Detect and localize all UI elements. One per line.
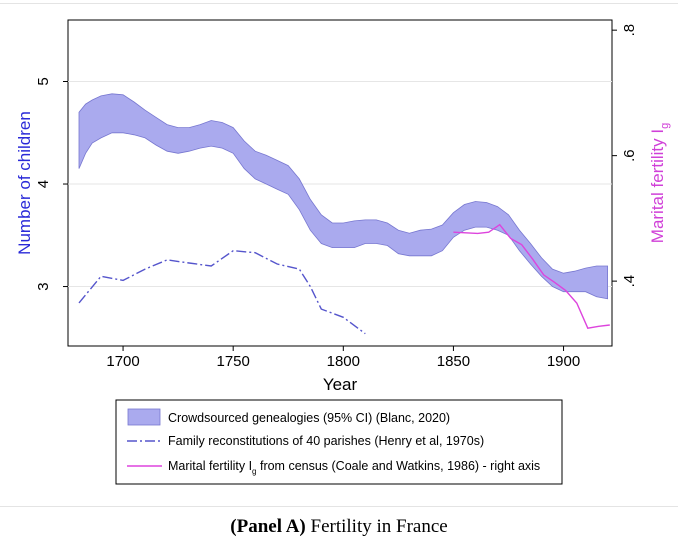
y-tick-label-2: 5 — [35, 77, 52, 85]
confidence-band-layer — [78, 93, 608, 300]
y-axis-title: Number of children — [15, 111, 34, 255]
y2-axis-title-subscript: g — [659, 123, 671, 129]
legend: Crowdsourced genealogies (95% CI) (Blanc… — [115, 399, 563, 485]
legend-label-henry: Family reconstitutions of 40 parishes (H… — [168, 434, 484, 448]
fertility-chart: 1700 1750 1800 1850 1900 3 4 5 .4 .6 .8 Year Numbe… — [15, 19, 671, 485]
legend-label-band: Crowdsourced genealogies (95% CI) (Blanc… — [168, 411, 450, 425]
y2-tick-label-0: .4 — [621, 275, 638, 288]
legend-label-coale-main: Marital fertility I — [168, 459, 252, 473]
y-tick-label-1: 4 — [35, 180, 52, 188]
legend-swatch-band — [127, 408, 161, 426]
x-axis-title: Year — [323, 375, 358, 394]
line-coale-marital-fertility — [453, 223, 610, 329]
legend-box — [115, 399, 563, 485]
y2-tick-label-2: .8 — [621, 24, 638, 37]
x-tick-label-0: 1700 — [106, 353, 139, 370]
x-tick-label-2: 1800 — [327, 353, 360, 370]
bottom-rule — [0, 506, 678, 507]
y2-axis-title: Marital fertility Ig — [648, 123, 671, 243]
axes-layer: 1700 1750 1800 1850 1900 3 4 5 .4 .6 .8 — [35, 24, 638, 370]
legend-label-coale-suffix: from census (Coale and Watkins, 1986) - … — [257, 459, 541, 473]
y-tick-label-0: 3 — [35, 282, 52, 290]
y2-tick-label-1: .6 — [621, 149, 638, 162]
y2-axis-title-main: Marital fertility I — [648, 129, 667, 243]
x-tick-label-1: 1750 — [216, 353, 249, 370]
top-rule — [0, 3, 678, 4]
series-line-layer — [78, 223, 610, 335]
legend-label-coale: Marital fertility Ig from census (Coale … — [168, 459, 540, 476]
ci-band-genealogies — [78, 93, 608, 300]
plot-area-frame — [67, 19, 613, 347]
gridlines — [68, 81, 612, 288]
x-tick-label-3: 1850 — [437, 353, 470, 370]
caption-text: Fertility in France — [310, 516, 448, 537]
figure-caption: (Panel A) Fertility in France — [0, 516, 678, 538]
caption-panel-label: (Panel A) — [230, 516, 306, 537]
line-henry-reconstitutions — [78, 249, 366, 335]
x-tick-label-4: 1900 — [547, 353, 580, 370]
legend-label-coale-subscript: g — [252, 467, 256, 476]
